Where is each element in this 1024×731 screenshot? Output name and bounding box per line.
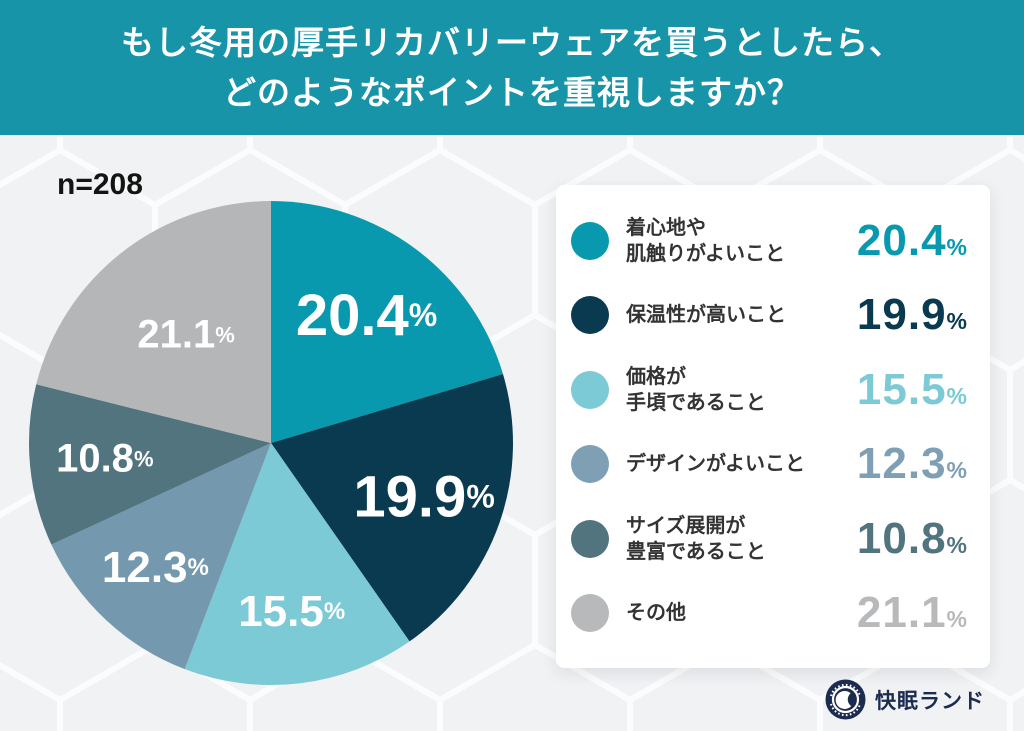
pie-slice-label-4: 10.8% [56,437,153,481]
pie-chart: 20.4% 19.9% 15.5% 12.3% 10.8% 21.1% [21,193,521,693]
legend-value-number: 12.3 [856,439,947,489]
legend-label-line1: 保温性が高いこと [626,304,786,327]
legend-label-line1: その他 [626,601,686,624]
percent-sign: % [946,531,968,558]
legend-dot-icon [571,296,609,335]
percent-sign: % [946,308,968,335]
brand-footer: 快眠ランド [825,679,985,720]
legend-dot-icon [571,593,609,632]
legend-label-line1: 価格が [626,365,686,388]
chart-area: n=208 20.4% 19.9% 15.5% 12.3% 10.8% 21.1% 着心地… [0,135,1024,731]
percent-sign: % [946,605,968,632]
legend-item-warmth: 保温性が高いこと 19.9% [571,290,968,340]
page-title-line1: もし冬用の厚手リカバリーウェアを買うとしたら、 [121,23,903,61]
percent-sign: % [946,457,968,484]
pie-slice-4 [29,384,271,545]
legend-label-line2: 肌触りがよいこと [626,243,785,265]
legend-label: 価格が 手頃であること [626,364,857,416]
page-title-line2: どのようなポイントを重視しますか？ [223,73,801,111]
legend-value: 19.9% [857,290,968,340]
legend-value-number: 19.9 [856,290,947,340]
legend-dot-icon [571,519,609,558]
pie-slice-label-2: 15.5% [238,587,345,636]
legend-item-price: 価格が 手頃であること 15.5% [571,364,968,416]
legend-item-other: その他 21.1% [571,588,968,638]
legend-label-line1: 着心地や [626,217,706,239]
legend-dot-icon [571,222,609,260]
legend-label: デザインがよいこと [626,451,857,477]
pie-slice-3 [51,443,271,670]
legend-value-number: 10.8 [856,513,947,563]
legend-value: 12.3% [857,439,968,489]
legend-value: 20.4% [857,216,968,266]
title-banner: もし冬用の厚手リカバリーウェアを買うとしたら、 どのようなポイントを重視しますか… [0,0,1024,135]
legend-item-comfort: 着心地や 肌触りがよいこと 20.4% [571,215,968,267]
kaimin-land-logo-icon [825,679,866,720]
legend-value-number: 21.1 [856,587,947,637]
legend-dot-icon [571,445,609,484]
legend-label-line2: 豊富であること [626,540,766,563]
legend-value: 21.1% [857,588,968,638]
sample-size-label: n=208 [57,168,143,201]
legend-label-line1: デザインがよいこと [626,453,805,476]
legend-value: 15.5% [857,365,968,415]
legend-label-line2: 手頃であること [626,391,766,414]
pie-slice-label-1: 19.9% [353,464,494,529]
brand-name: 快眠ランド [875,689,985,713]
pie-slice-label-0: 20.4% [296,283,437,348]
legend-label-line1: サイズ展開が [626,514,746,537]
pie-slice-label-3: 12.3% [102,542,209,591]
legend-item-sizes: サイズ展開が 豊富であること 10.8% [571,513,968,565]
pie-slice-label-5: 21.1% [137,312,234,356]
legend-label: サイズ展開が 豊富であること [626,513,857,565]
percent-sign: % [946,234,968,260]
legend-item-design: デザインがよいこと 12.3% [571,439,968,489]
pie-slice-2 [184,443,410,686]
legend-label: 着心地や 肌触りがよいこと [626,215,857,267]
percent-sign: % [946,382,968,409]
legend-label: その他 [626,600,857,626]
pie-slice-1 [271,374,513,642]
legend-value: 10.8% [857,514,968,564]
legend-dot-icon [571,370,609,409]
legend-value-number: 20.4 [856,216,947,265]
pie-slice-5 [36,201,272,443]
pie-slice-0 [271,201,503,443]
legend-panel: 着心地や 肌触りがよいこと 20.4% 保温性が高いこと 19.9% 価格が 手… [556,185,990,668]
legend-value-number: 15.5 [856,364,947,414]
legend-label: 保温性が高いこと [626,302,857,328]
